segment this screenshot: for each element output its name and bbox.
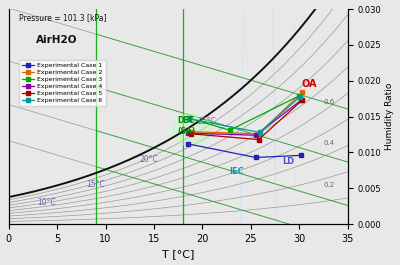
Line: Experimental Case 3: Experimental Case 3 — [187, 94, 301, 132]
Experimental Case 6 — [257, 131, 262, 134]
Experimental Case 4 — [299, 99, 304, 102]
Experimental Case 1 — [186, 142, 190, 145]
Line: Experimental Case 6: Experimental Case 6 — [187, 95, 302, 134]
Experimental Case 4 — [253, 134, 258, 137]
Line: Experimental Case 5: Experimental Case 5 — [189, 99, 304, 141]
Text: 0.2: 0.2 — [324, 182, 335, 188]
Ellipse shape — [266, 0, 323, 265]
Experimental Case 5 — [256, 138, 261, 141]
X-axis label: T [°C]: T [°C] — [162, 249, 194, 259]
Experimental Case 4 — [186, 131, 190, 135]
Text: 25°C: 25°C — [198, 117, 216, 126]
Experimental Case 3 — [227, 129, 232, 132]
Experimental Case 5 — [188, 132, 193, 135]
Ellipse shape — [202, 0, 280, 265]
Experimental Case 2 — [256, 132, 261, 135]
Experimental Case 2 — [300, 91, 305, 94]
Legend: Experimental Case 1, Experimental Case 2, Experimental Case 3, Experimental Case: Experimental Case 1, Experimental Case 2… — [18, 60, 106, 106]
Text: 10°C: 10°C — [38, 198, 56, 207]
Experimental Case 1 — [253, 156, 258, 159]
Text: AirH2O: AirH2O — [36, 35, 77, 45]
Text: DEC
(SA): DEC (SA) — [177, 116, 196, 136]
Experimental Case 3 — [186, 116, 191, 120]
Experimental Case 3 — [297, 94, 302, 98]
Y-axis label: Humidity Ratio: Humidity Ratio — [386, 83, 394, 150]
Text: 20°C: 20°C — [140, 155, 158, 164]
Text: OA: OA — [301, 79, 317, 89]
Text: 0.4: 0.4 — [324, 140, 335, 146]
Ellipse shape — [172, 112, 210, 147]
Text: Pressure = 101.3 [kPa]: Pressure = 101.3 [kPa] — [19, 13, 106, 22]
Text: 0.6: 0.6 — [324, 99, 335, 105]
Ellipse shape — [248, 0, 302, 265]
Experimental Case 1 — [299, 154, 304, 157]
Text: 15°C: 15°C — [86, 180, 105, 189]
Text: IEC: IEC — [230, 167, 244, 176]
Experimental Case 6 — [186, 117, 191, 120]
Experimental Case 6 — [298, 95, 303, 98]
Text: LD: LD — [282, 157, 294, 166]
Line: Experimental Case 4: Experimental Case 4 — [186, 99, 303, 137]
Experimental Case 5 — [300, 99, 305, 102]
Line: Experimental Case 1: Experimental Case 1 — [186, 142, 303, 159]
Line: Experimental Case 2: Experimental Case 2 — [189, 91, 304, 135]
Experimental Case 2 — [188, 130, 193, 133]
